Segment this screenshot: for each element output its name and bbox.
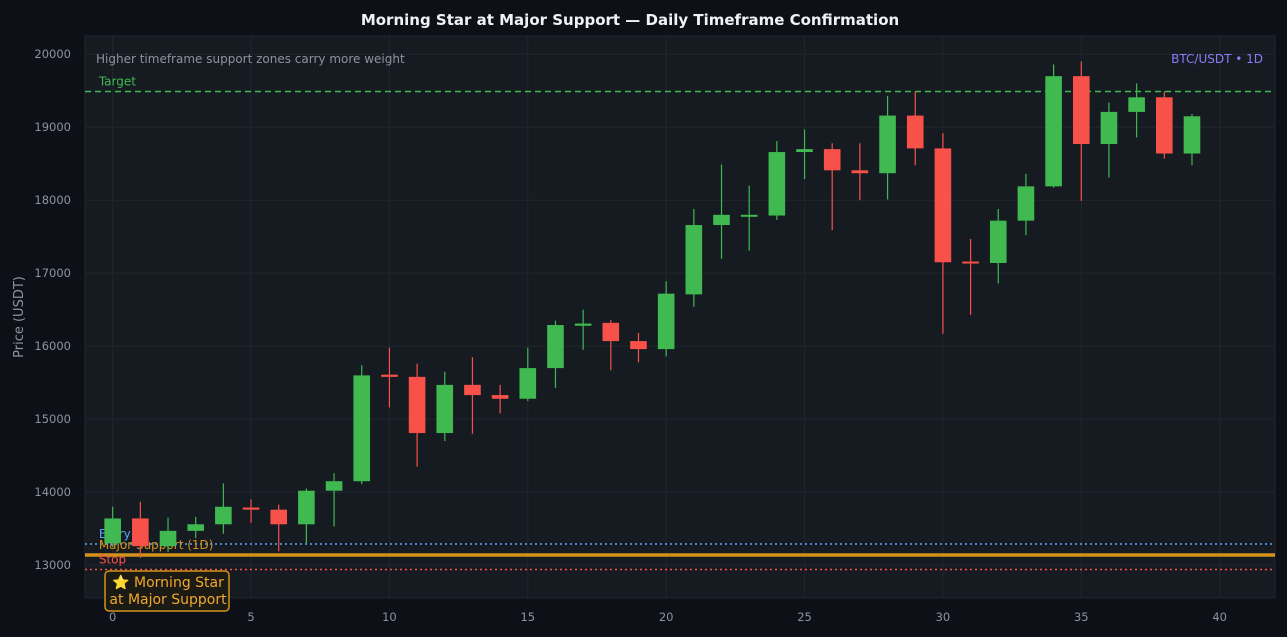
plot-area bbox=[84, 35, 1276, 599]
candle-body bbox=[630, 341, 647, 350]
candle-body bbox=[934, 148, 952, 263]
candle-body bbox=[713, 214, 730, 226]
candle-body bbox=[685, 225, 703, 295]
pattern-badge: ⭐ Morning Star at Major Support bbox=[104, 570, 230, 612]
candle-body bbox=[1156, 97, 1173, 154]
candle-body bbox=[104, 518, 121, 544]
y-axis-label: Price (USDT) bbox=[12, 276, 27, 358]
candle-body bbox=[740, 214, 758, 217]
candle-body bbox=[1128, 97, 1145, 112]
x-tick-label: 10 bbox=[382, 610, 397, 624]
candle-body bbox=[602, 322, 620, 342]
candle-body bbox=[298, 490, 315, 525]
candle-body bbox=[962, 261, 979, 264]
x-tick-label: 15 bbox=[520, 610, 535, 624]
candle-body bbox=[491, 395, 509, 399]
candle-body bbox=[1017, 186, 1035, 221]
top-left-note: Higher timeframe support zones carry mor… bbox=[96, 52, 405, 66]
axis-ticks: 13000 14000 15000 16000 17000 18000 19000 20000… bbox=[34, 47, 1227, 624]
badge-line-1: ⭐ Morning Star bbox=[112, 574, 224, 591]
y-tick-label: 20000 bbox=[34, 47, 71, 61]
candle-body bbox=[851, 170, 869, 174]
candle-body bbox=[906, 115, 924, 149]
candle-body bbox=[187, 524, 204, 531]
candle-body bbox=[519, 368, 537, 399]
price-levels: TargetEntryMajor Support (1D)Stop bbox=[85, 74, 1275, 571]
candle-body bbox=[381, 374, 398, 377]
y-tick-label: 19000 bbox=[34, 120, 71, 134]
candle-body bbox=[879, 115, 896, 174]
badge-line-2: at Major Support bbox=[109, 592, 227, 608]
candle-body bbox=[547, 325, 564, 369]
candle-body bbox=[325, 481, 343, 491]
candle-body bbox=[353, 375, 371, 482]
x-tick-label: 25 bbox=[797, 610, 812, 624]
level-label: Major Support (1D) bbox=[99, 538, 214, 552]
candle-body bbox=[823, 149, 841, 171]
candle-body bbox=[989, 220, 1007, 263]
candle-body bbox=[657, 293, 675, 350]
candle-body bbox=[796, 149, 813, 153]
candle-body bbox=[408, 376, 426, 434]
level-label: Target bbox=[98, 74, 136, 88]
candles bbox=[104, 61, 1201, 558]
x-tick-label: 20 bbox=[659, 610, 674, 624]
x-tick-label: 30 bbox=[936, 610, 951, 624]
candle-body bbox=[464, 384, 481, 396]
candle-body bbox=[1045, 76, 1062, 187]
x-tick-label: 5 bbox=[247, 610, 254, 624]
y-tick-label: 16000 bbox=[34, 339, 71, 353]
x-tick-label: 35 bbox=[1074, 610, 1089, 624]
y-tick-label: 15000 bbox=[34, 412, 71, 426]
x-tick-label: 40 bbox=[1212, 610, 1227, 624]
candle-body bbox=[1100, 111, 1118, 145]
candle-body bbox=[242, 507, 260, 510]
candle-body bbox=[436, 384, 454, 434]
candle-body bbox=[215, 506, 232, 525]
y-tick-label: 13000 bbox=[34, 558, 71, 572]
y-tick-label: 14000 bbox=[34, 485, 71, 499]
level-label: Stop bbox=[99, 553, 126, 567]
badge-box bbox=[104, 570, 230, 612]
candle-body bbox=[574, 323, 592, 326]
candle-body bbox=[159, 530, 177, 547]
candle-body bbox=[768, 152, 786, 216]
pair-timeframe-label: BTC/USDT • 1D bbox=[1171, 52, 1263, 66]
x-tick-label: 0 bbox=[109, 610, 116, 624]
candle-body bbox=[1183, 116, 1201, 154]
candle-body bbox=[1072, 76, 1090, 145]
candle-body bbox=[270, 509, 288, 525]
y-tick-label: 17000 bbox=[34, 266, 71, 280]
chart-title: Morning Star at Major Support — Daily Ti… bbox=[361, 11, 899, 29]
candle-body bbox=[132, 518, 149, 547]
y-tick-label: 18000 bbox=[34, 193, 71, 207]
